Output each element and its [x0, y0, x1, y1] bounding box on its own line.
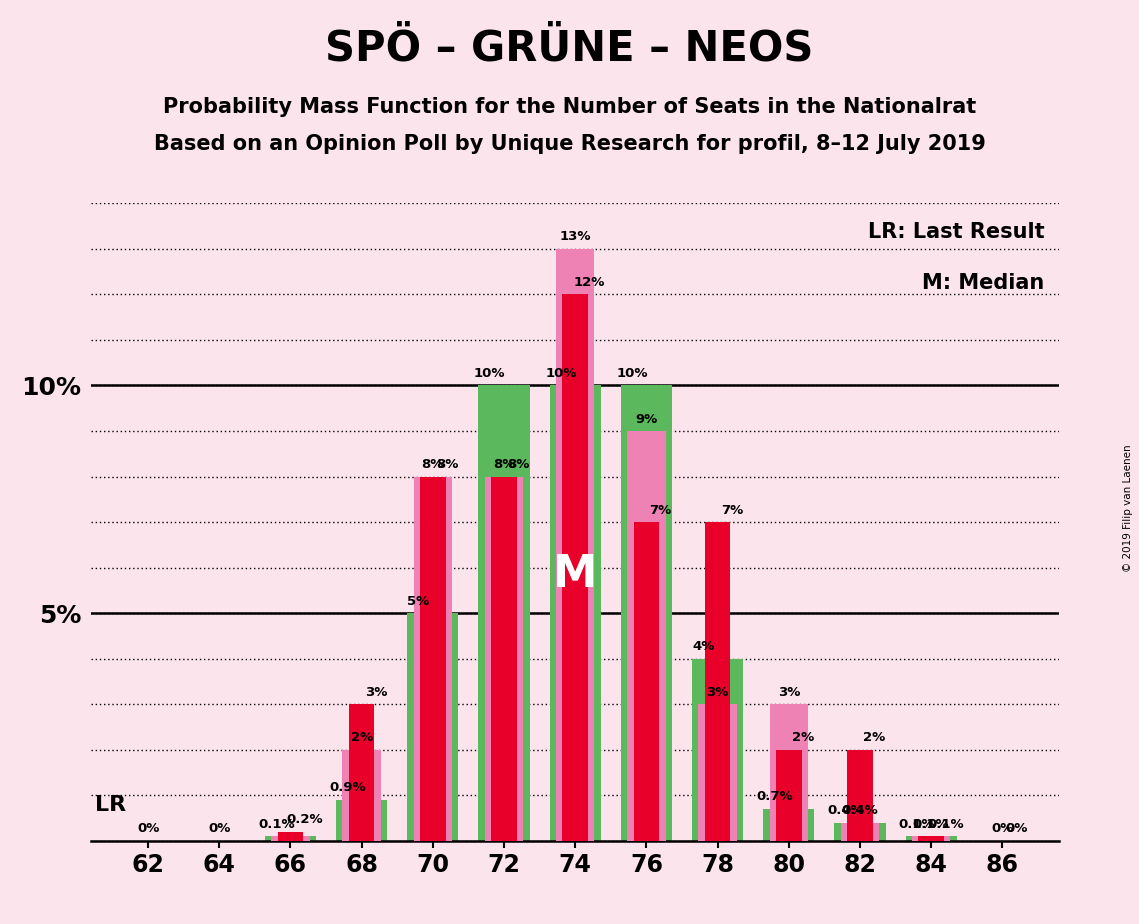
Bar [705, 522, 730, 841]
Bar [278, 832, 303, 841]
Text: 2%: 2% [792, 731, 814, 745]
Bar [621, 385, 672, 841]
Text: SPÖ – GRÜNE – NEOS: SPÖ – GRÜNE – NEOS [326, 28, 813, 69]
Text: 8%: 8% [421, 458, 444, 471]
Text: 5%: 5% [408, 595, 429, 608]
Text: 0.1%: 0.1% [912, 818, 950, 831]
Text: 7%: 7% [721, 504, 743, 517]
Text: 12%: 12% [574, 276, 605, 289]
Text: 0.2%: 0.2% [286, 813, 323, 826]
Bar [834, 822, 885, 841]
Text: 2%: 2% [351, 731, 372, 745]
Bar [420, 477, 445, 841]
Text: 7%: 7% [649, 504, 672, 517]
Bar [628, 431, 665, 841]
Bar [763, 809, 814, 841]
Bar [633, 522, 659, 841]
Text: 0.7%: 0.7% [756, 791, 793, 804]
Text: 4%: 4% [693, 640, 714, 653]
Text: 0%: 0% [208, 822, 230, 835]
Text: 0%: 0% [137, 822, 159, 835]
Bar [556, 249, 595, 841]
Bar [407, 614, 458, 841]
Text: 3%: 3% [364, 686, 387, 699]
Text: 8%: 8% [436, 458, 458, 471]
Text: 3%: 3% [778, 686, 800, 699]
Text: M: M [554, 553, 597, 596]
Bar [906, 836, 957, 841]
Bar [698, 704, 737, 841]
Bar [491, 477, 517, 841]
Text: 0.1%: 0.1% [257, 818, 295, 831]
Text: 9%: 9% [636, 412, 657, 426]
Bar [918, 836, 944, 841]
Text: 13%: 13% [559, 230, 591, 243]
Bar [549, 385, 600, 841]
Text: Based on an Opinion Poll by Unique Research for profil, 8–12 July 2019: Based on an Opinion Poll by Unique Resea… [154, 134, 985, 154]
Text: M: Median: M: Median [923, 274, 1044, 294]
Text: LR: LR [95, 796, 125, 815]
Text: 0%: 0% [1006, 822, 1027, 835]
Text: 0.4%: 0.4% [842, 804, 878, 817]
Text: 10%: 10% [546, 367, 576, 380]
Bar [691, 659, 743, 841]
Bar [264, 836, 316, 841]
Text: © 2019 Filip van Laenen: © 2019 Filip van Laenen [1123, 444, 1133, 572]
Bar [485, 477, 523, 841]
Text: 0%: 0% [991, 822, 1014, 835]
Text: 0.4%: 0.4% [827, 804, 865, 817]
Bar [847, 749, 872, 841]
Text: 3%: 3% [706, 686, 729, 699]
Text: 10%: 10% [474, 367, 506, 380]
Bar [841, 822, 879, 841]
Text: LR: Last Result: LR: Last Result [868, 223, 1044, 242]
Text: 8%: 8% [507, 458, 530, 471]
Bar [336, 800, 387, 841]
Text: 8%: 8% [493, 458, 515, 471]
Bar [271, 836, 310, 841]
Bar [912, 836, 950, 841]
Bar [343, 749, 380, 841]
Text: Probability Mass Function for the Number of Seats in the Nationalrat: Probability Mass Function for the Number… [163, 97, 976, 117]
Text: 10%: 10% [616, 367, 648, 380]
Bar [413, 477, 452, 841]
Text: 0.9%: 0.9% [329, 782, 366, 795]
Text: 0.1%: 0.1% [927, 818, 964, 831]
Text: 0.1%: 0.1% [899, 818, 935, 831]
Bar [349, 704, 375, 841]
Bar [770, 704, 808, 841]
Bar [478, 385, 530, 841]
Text: 2%: 2% [863, 731, 885, 745]
Bar [776, 749, 802, 841]
Bar [563, 295, 588, 841]
